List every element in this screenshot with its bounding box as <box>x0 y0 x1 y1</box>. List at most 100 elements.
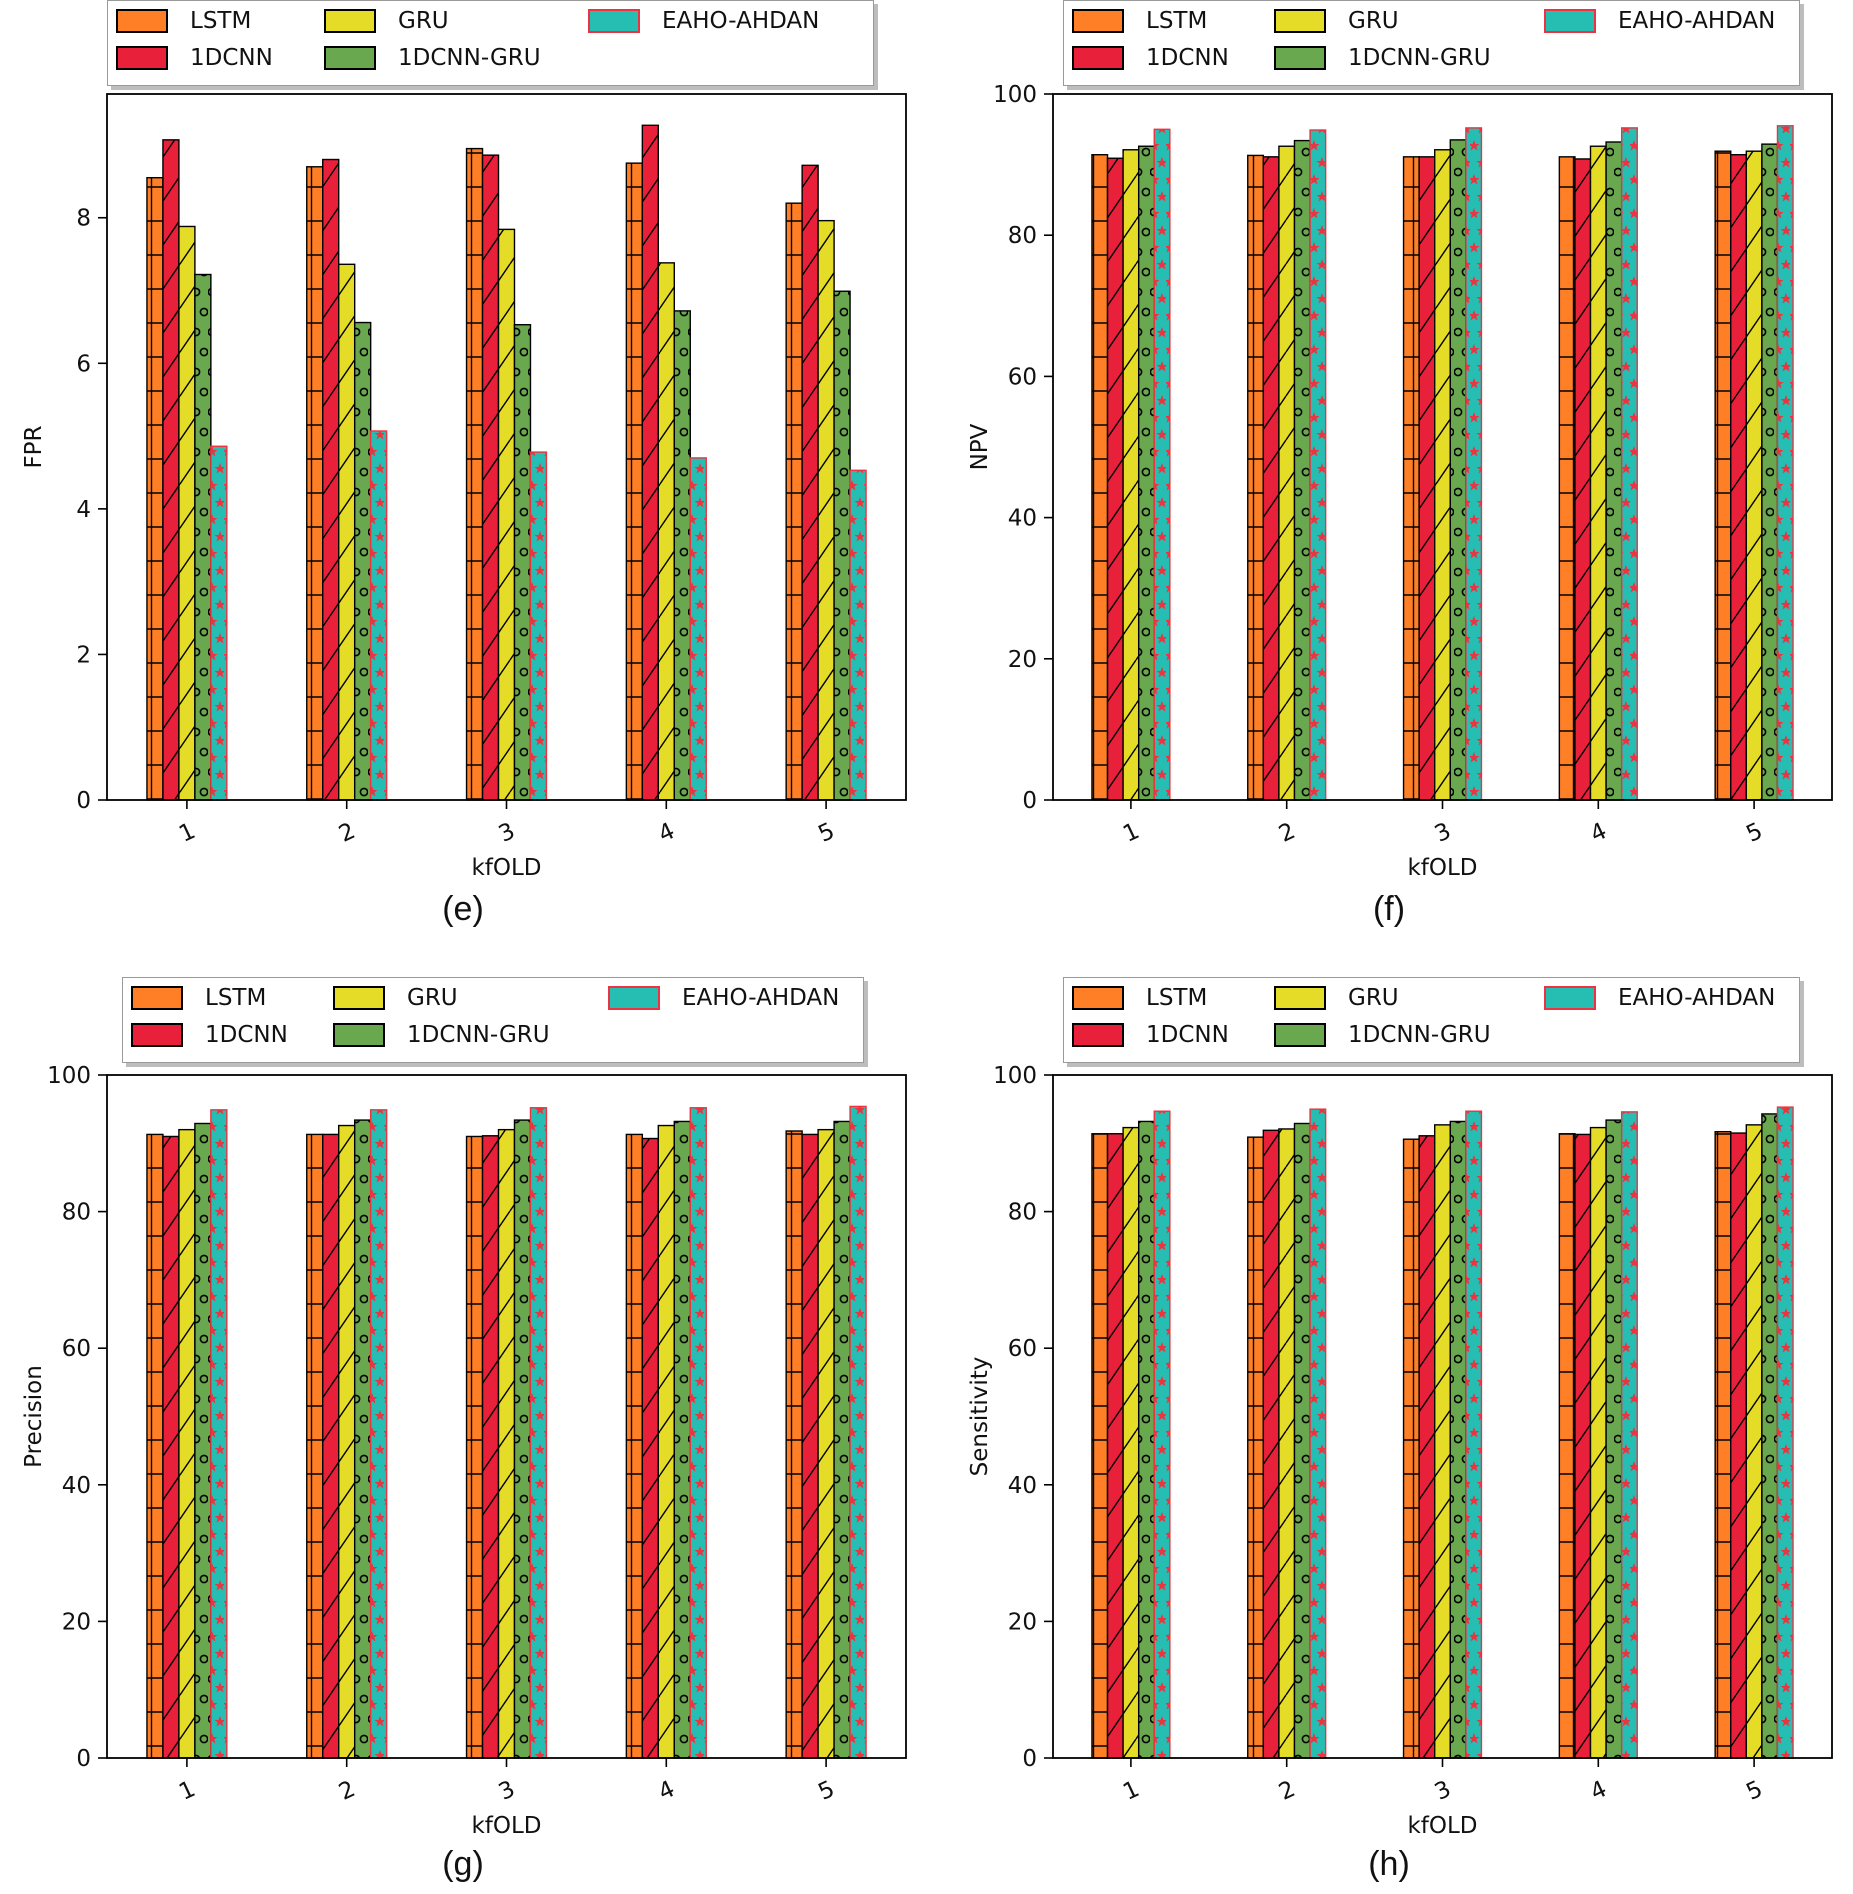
x-tick-label: 2 <box>1275 1776 1299 1806</box>
bar-eaho-ahdan-fold-4 <box>1620 127 1638 801</box>
bar-1dcnn-gru-fold-1 <box>194 273 212 801</box>
bar-1dcnn-gru-fold-1 <box>1137 1120 1155 1759</box>
legend-swatch-1dcnn-gru <box>1274 46 1326 70</box>
bar-lstm-fold-2 <box>1247 154 1265 801</box>
bar-gru-fold-3 <box>497 228 516 801</box>
bar-lstm-fold-1 <box>146 1133 164 1759</box>
x-axis-label: kfOLD <box>1407 1813 1477 1839</box>
y-tick-label: 40 <box>1008 506 1037 532</box>
legend-item-1dcnn: 1DCNN <box>1072 1020 1229 1050</box>
bar-1dcnn-fold-4 <box>1574 158 1592 801</box>
bar-eaho-ahdan-fold-2 <box>1309 1108 1327 1759</box>
legend-swatch-eaho-ahdan <box>608 986 660 1010</box>
x-tick-label: 2 <box>335 818 359 848</box>
bar-eaho-ahdan-fold-3 <box>529 451 548 801</box>
bar-1dcnn-gru-fold-4 <box>673 310 691 801</box>
bar-eaho-ahdan-fold-4 <box>689 1107 707 1759</box>
bar-eaho-ahdan-fold-5 <box>849 1105 867 1759</box>
legend-item-eaho-ahdan: EAHO-AHDAN <box>608 983 839 1013</box>
bar-1dcnn-fold-4 <box>641 124 660 801</box>
x-tick-label: 1 <box>175 1776 199 1806</box>
x-tick-label: 1 <box>1119 1776 1143 1806</box>
x-tick-label: 3 <box>495 818 519 848</box>
y-tick-label: 20 <box>1008 1609 1037 1635</box>
y-tick-label: 4 <box>76 497 91 523</box>
bar-lstm-fold-2 <box>1247 1136 1265 1759</box>
legend-item-1dcnn-gru: 1DCNN-GRU <box>1274 43 1491 73</box>
bar-1dcnn-fold-1 <box>162 1135 180 1759</box>
bar-1dcnn-fold-1 <box>1106 1133 1124 1759</box>
bar-lstm-fold-4 <box>625 162 644 801</box>
bar-eaho-ahdan-fold-3 <box>1465 127 1483 801</box>
bar-1dcnn-gru-fold-1 <box>1137 145 1155 801</box>
bar-gru-fold-1 <box>1122 1126 1140 1759</box>
legend-item-1dcnn-gru: 1DCNN-GRU <box>324 43 541 73</box>
y-tick-label: 60 <box>62 1336 91 1362</box>
bar-lstm-fold-4 <box>1558 1133 1576 1759</box>
legend-item-eaho-ahdan: EAHO-AHDAN <box>1544 6 1775 36</box>
bar-1dcnn-gru-fold-5 <box>1761 143 1779 801</box>
legend-label-1dcnn: 1DCNN <box>1146 45 1229 71</box>
bar-lstm-fold-3 <box>1402 156 1420 801</box>
bar-gru-fold-4 <box>657 1124 675 1759</box>
legend-swatch-eaho-ahdan <box>1544 986 1596 1010</box>
bar-gru-fold-1 <box>178 1128 196 1759</box>
bar-eaho-ahdan-fold-1 <box>1153 1110 1171 1759</box>
legend-item-1dcnn: 1DCNN <box>131 1020 288 1050</box>
legend-label-1dcnn: 1DCNN <box>190 45 273 71</box>
bar-lstm-fold-4 <box>1558 156 1576 801</box>
legend-swatch-lstm <box>1072 986 1124 1010</box>
legend-label-1dcnn-gru: 1DCNN-GRU <box>407 1022 550 1048</box>
legend-item-gru: GRU <box>1274 6 1399 36</box>
bar-lstm-fold-2 <box>306 1133 324 1759</box>
bar-1dcnn-fold-5 <box>1730 1132 1748 1759</box>
legend-swatch-1dcnn-gru <box>333 1023 385 1047</box>
bar-1dcnn-gru-fold-3 <box>513 324 532 801</box>
chart-legend: LSTM 1DCNN GRU 1DCNN-GRU EAHO-AHDAN <box>107 0 874 86</box>
bar-1dcnn-gru-fold-5 <box>1761 1113 1779 1759</box>
bar-lstm-fold-2 <box>306 166 324 801</box>
panel-caption: (e) <box>442 890 484 928</box>
legend-label-gru: GRU <box>398 8 449 34</box>
legend-item-lstm: LSTM <box>131 983 266 1013</box>
bar-gru-fold-4 <box>1589 145 1607 801</box>
bar-lstm-fold-4 <box>625 1133 644 1759</box>
y-tick-label: 80 <box>1008 1200 1037 1226</box>
bar-1dcnn-fold-4 <box>641 1137 660 1759</box>
legend-swatch-1dcnn <box>1072 1023 1124 1047</box>
legend-swatch-1dcnn-gru <box>1274 1023 1326 1047</box>
legend-label-gru: GRU <box>407 985 458 1011</box>
bar-gru-fold-4 <box>657 262 675 801</box>
bar-gru-fold-2 <box>1278 145 1296 801</box>
bar-gru-fold-2 <box>1278 1128 1296 1759</box>
legend-label-eaho-ahdan: EAHO-AHDAN <box>1618 8 1776 34</box>
chart-precision: 0 20 40 60 80 100 1 2 3 4 5 kfOLD Precision <box>21 1063 907 1839</box>
bar-gru-fold-3 <box>1434 149 1451 801</box>
bar-1dcnn-gru-fold-3 <box>1449 1120 1467 1759</box>
bar-gru-fold-3 <box>1434 1124 1451 1759</box>
y-tick-label: 40 <box>62 1473 91 1499</box>
bar-gru-fold-5 <box>1745 150 1763 801</box>
bar-gru-fold-2 <box>338 263 356 801</box>
bar-eaho-ahdan-fold-5 <box>1776 125 1794 801</box>
bar-1dcnn-gru-fold-4 <box>1605 141 1623 801</box>
bar-gru-fold-5 <box>817 219 835 801</box>
bar-eaho-ahdan-fold-2 <box>1309 129 1327 801</box>
bar-1dcnn-fold-3 <box>481 154 500 801</box>
y-tick-label: 2 <box>76 642 91 668</box>
legend-swatch-1dcnn <box>131 1023 183 1047</box>
bar-1dcnn-fold-2 <box>1262 156 1280 801</box>
panel-f: 0 20 40 60 80 100 1 2 3 4 5 kfOLD NPV LSTM 1DCNN GRU… <box>926 0 1852 947</box>
y-tick-label: 0 <box>1022 788 1037 814</box>
panel-h: 0 20 40 60 80 100 1 2 3 4 5 kfOLD Sensitivity LSTM 1… <box>926 947 1852 1894</box>
x-tick-label: 4 <box>1587 1776 1611 1806</box>
legend-label-lstm: LSTM <box>1146 8 1208 34</box>
legend-label-1dcnn-gru: 1DCNN-GRU <box>1348 1022 1491 1048</box>
y-tick-label: 100 <box>993 1063 1037 1089</box>
x-axis-label: kfOLD <box>1407 855 1477 881</box>
legend-item-gru: GRU <box>333 983 458 1013</box>
bar-eaho-ahdan-fold-1 <box>1153 128 1171 801</box>
panel-e: 0 2 4 6 8 1 2 3 4 5 kfOLD FPR LSTM 1DCNN GRU 1DCNN-… <box>0 0 926 947</box>
bar-1dcnn-gru-fold-4 <box>673 1120 691 1759</box>
x-tick-label: 3 <box>495 1776 519 1806</box>
